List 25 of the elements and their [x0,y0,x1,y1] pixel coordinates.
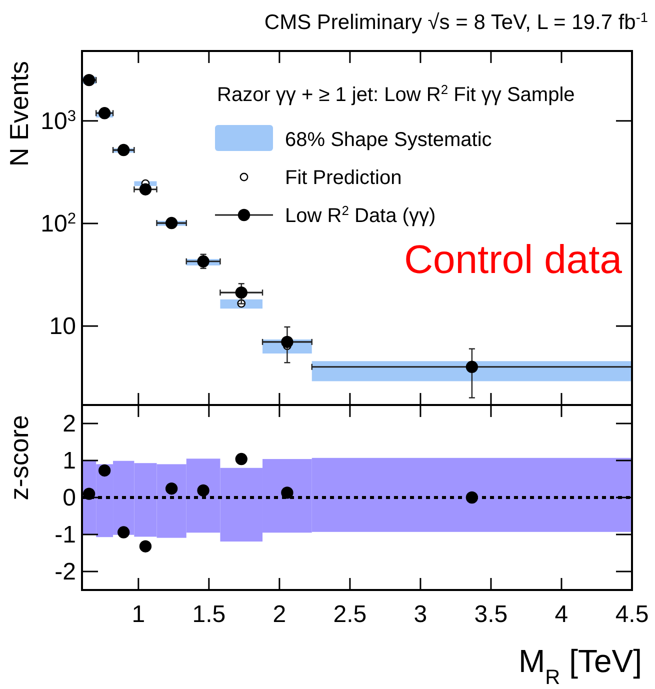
x-axis-title: M$_{R}$ [TeV] [518,643,642,688]
x-tick-label: 1.5 [192,601,226,628]
x-tick-label: 2 [272,601,286,628]
legend-label: Low R$^{2}$ Data (γγ) [285,202,436,227]
x-tick-label: 4 [554,601,568,628]
legend-label: 68% Shape Systematic [285,129,492,151]
y-tick-label: 0 [62,484,76,512]
y-axis-title: z-score [4,415,34,500]
y-tick-label: -1 [54,522,76,548]
chart-title: CMS Preliminary √s = 8 TeV, L = 19.7 fb$^{-1}$ [264,10,648,34]
x-tick-label: 4.5 [615,601,649,628]
annotation: Control data [404,238,623,282]
y-tick-label: 10$^{3}$ [40,107,76,135]
y-tick-label: -2 [54,558,76,586]
y-axis-title: N Events [4,61,34,166]
x-tick-label: 2.5 [333,601,367,628]
legend-label: Fit Prediction [285,167,402,189]
x-tick-label: 3.5 [474,601,508,628]
y-tick-label: 1 [62,448,76,474]
legend-title: Razor γγ + ≥ 1 jet: Low R$^{2}$ Fit γγ Sample [217,82,575,106]
y-tick-label: 10$^{2}$ [40,210,76,238]
x-tick-label: 3 [414,601,428,628]
y-tick-label: 10 [49,313,76,340]
x-tick-label: 1 [132,601,146,628]
y-tick-label: 2 [62,410,76,438]
